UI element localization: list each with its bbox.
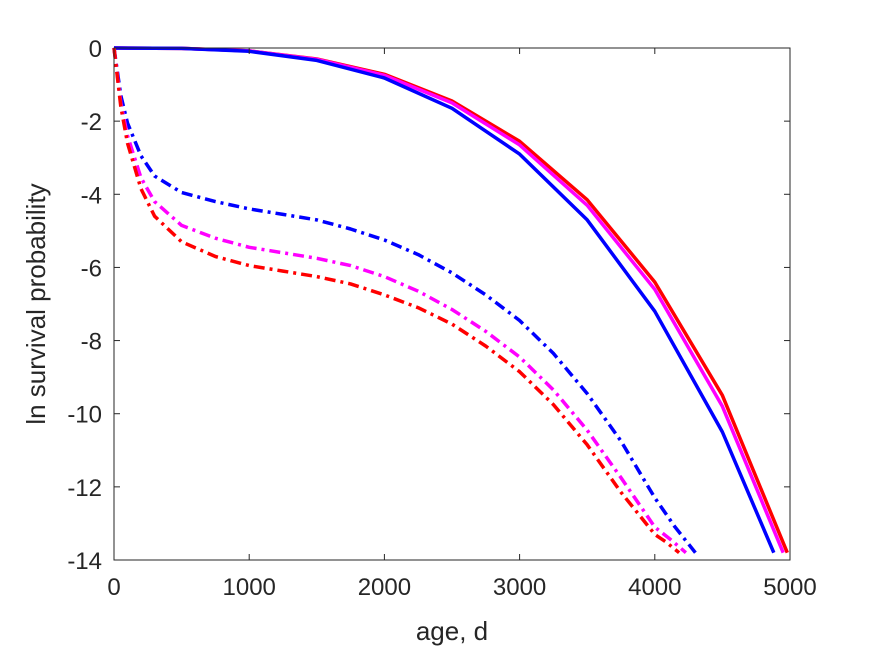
y-axis-label: ln survival probability	[21, 183, 51, 424]
x-tick-label: 3000	[493, 574, 546, 601]
y-tick-label: -14	[67, 548, 102, 575]
tick-layer: 0 1000 2000 3000 4000 5000 0 -2 -4 -6 -8 -10 -12 -14	[67, 36, 816, 601]
plot-background	[114, 48, 790, 560]
series-layer	[112, 46, 789, 555]
series-line-3	[113, 46, 776, 554]
y-tick-label: -12	[67, 475, 102, 502]
y-tick-label: -4	[81, 182, 102, 209]
y-tick-label: -2	[81, 109, 102, 136]
x-tick-label: 5000	[763, 574, 816, 601]
y-tick-label: -8	[81, 329, 102, 356]
y-tick-label: -10	[67, 402, 102, 429]
x-tick-label: 0	[107, 574, 120, 601]
x-tick-label: 2000	[358, 574, 411, 601]
y-tick-label: 0	[89, 36, 102, 63]
x-tick-label: 4000	[628, 574, 681, 601]
series-line-5	[112, 47, 688, 555]
y-tick-label: -6	[81, 255, 102, 282]
series-line-4	[112, 47, 697, 554]
plot-box	[113, 47, 791, 561]
x-axis-label: age, d	[416, 616, 488, 646]
x-tick-label: 1000	[223, 574, 276, 601]
